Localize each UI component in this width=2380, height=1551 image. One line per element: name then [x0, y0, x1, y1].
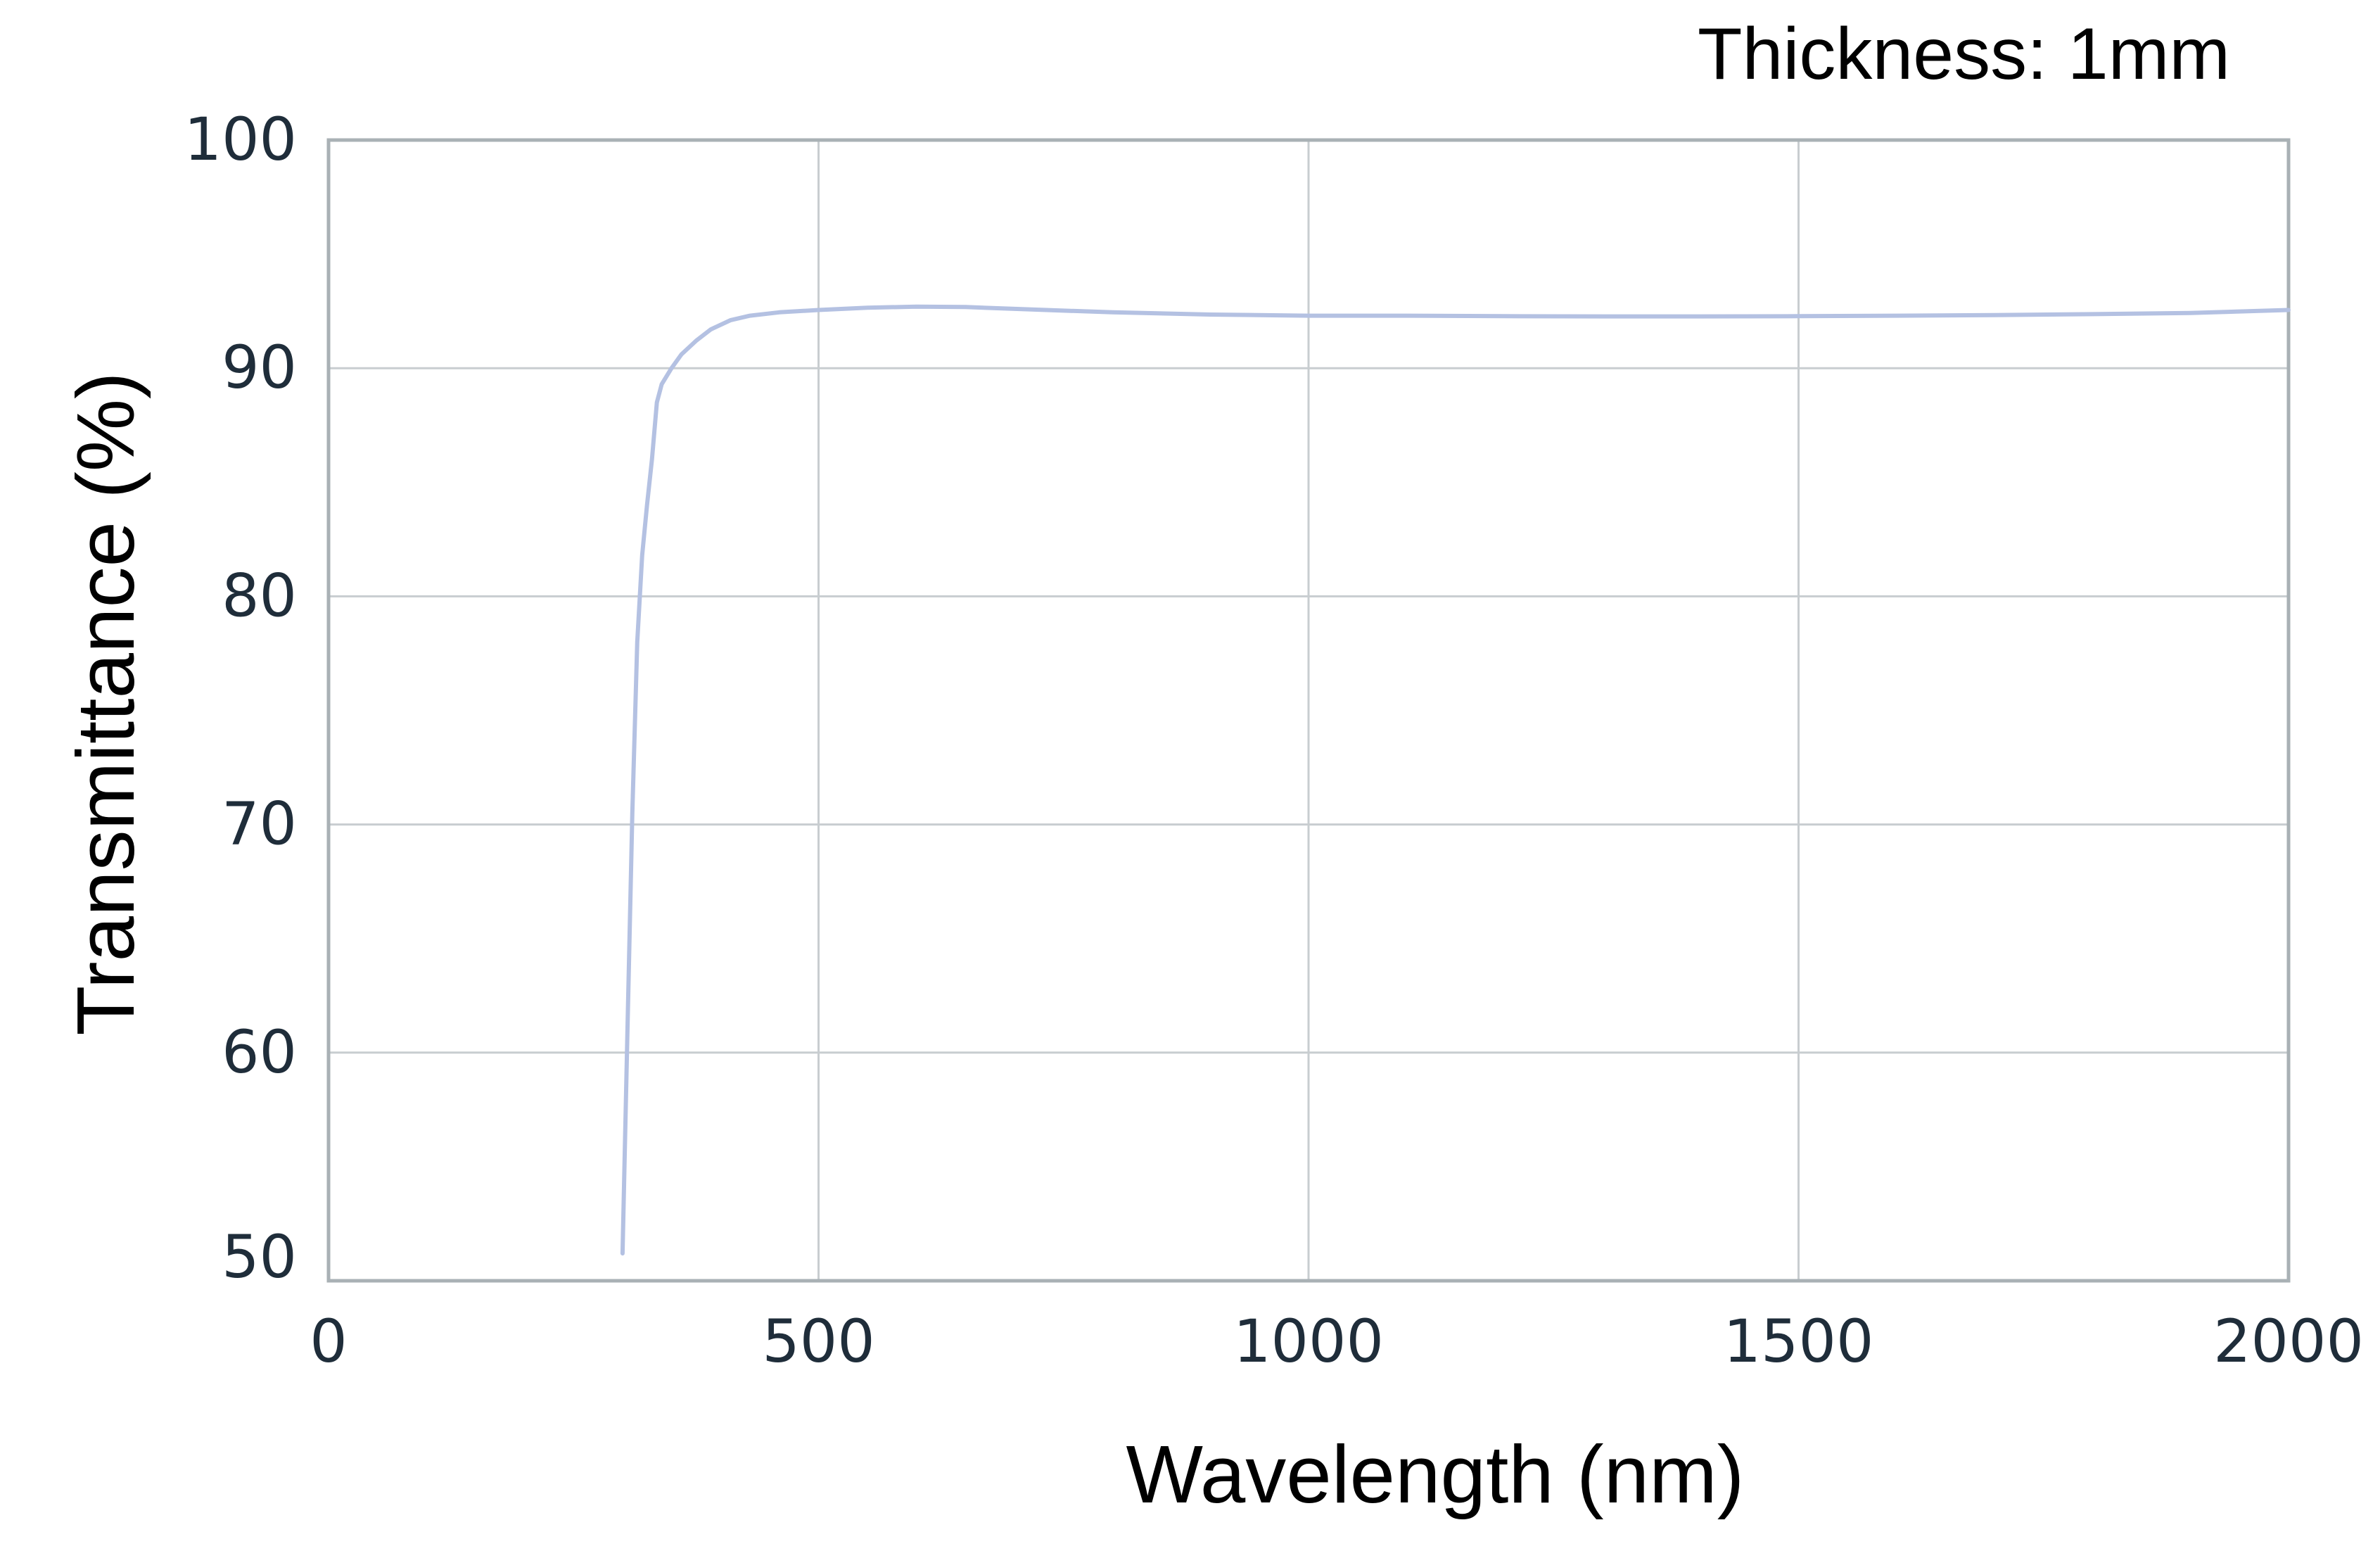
y-tick-labels: 50 60 70 80 90 100 [184, 105, 297, 1291]
transmittance-line [620, 304, 2291, 1256]
y-tick-label: 100 [184, 105, 297, 174]
y-tick-label: 60 [222, 1018, 297, 1087]
thickness-annotation: Thickness: 1mm [1698, 13, 2230, 95]
y-tick-label: 80 [222, 561, 297, 630]
y-tick-label: 70 [222, 790, 297, 859]
x-tick-label: 1000 [1233, 1307, 1384, 1376]
y-axis-title: Transmittance (%) [60, 372, 151, 1035]
y-tick-label: 90 [222, 333, 297, 402]
plot-frame [326, 138, 2291, 1283]
x-tick-label: 0 [310, 1307, 347, 1376]
x-axis-title: Wavelength (nm) [1126, 1429, 1745, 1520]
x-tick-label: 2000 [2213, 1307, 2364, 1376]
series-group [620, 304, 2291, 1256]
x-tick-label: 1500 [1724, 1307, 1874, 1376]
y-tick-label: 50 [222, 1222, 297, 1291]
x-tick-labels: 0 500 1000 1500 2000 [310, 1307, 2364, 1376]
x-tick-label: 500 [762, 1307, 874, 1376]
